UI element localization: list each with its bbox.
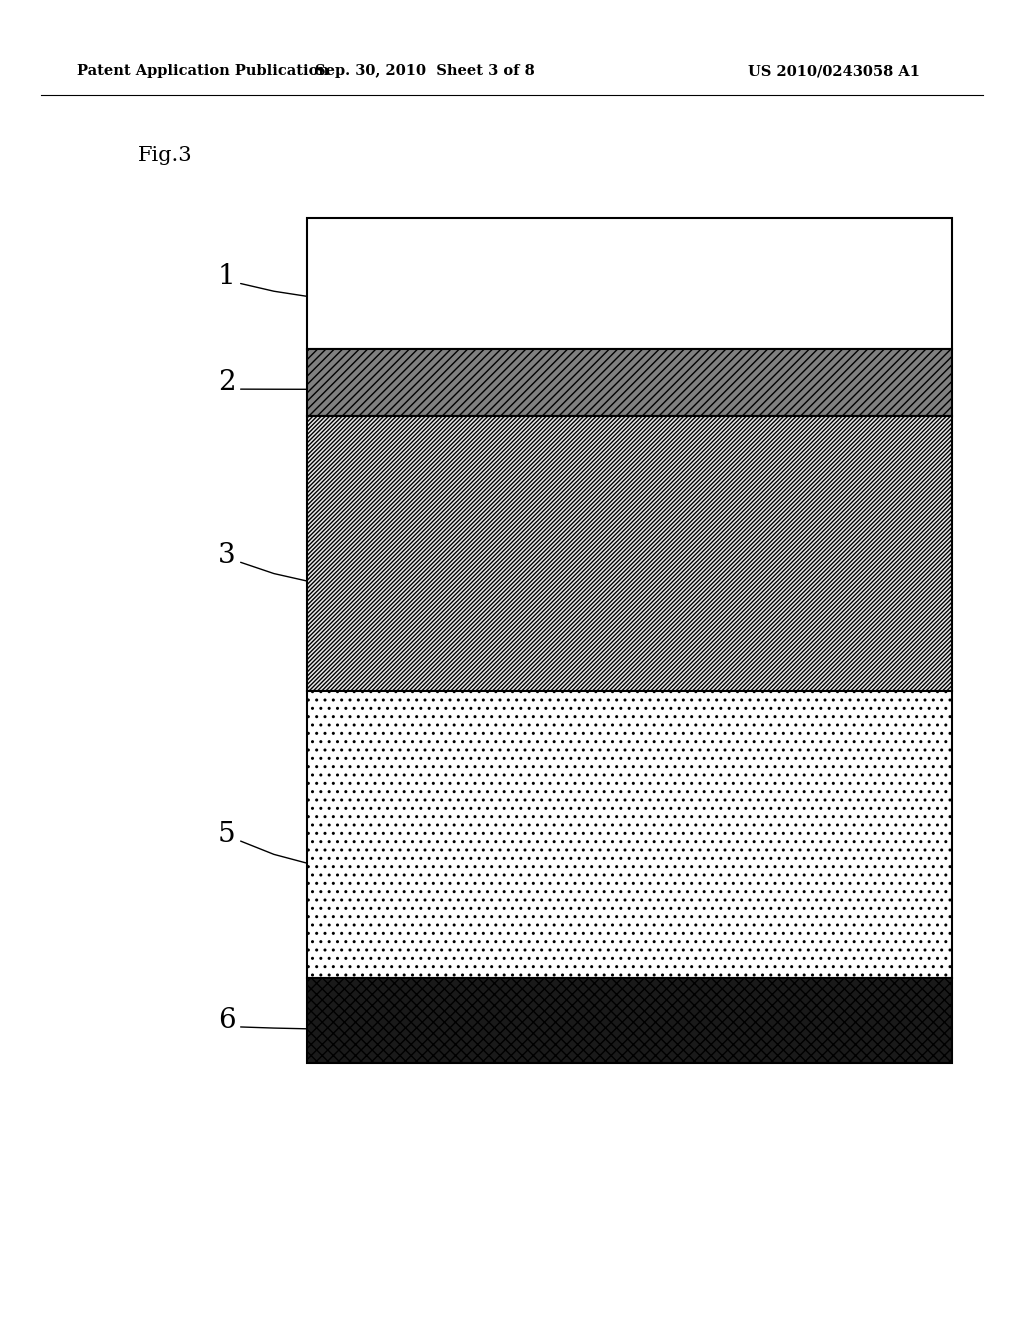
Bar	[307, 978, 952, 1063]
Text: 5: 5	[218, 821, 236, 847]
Text: Patent Application Publication: Patent Application Publication	[77, 65, 329, 78]
Text: Fig.3: Fig.3	[138, 147, 193, 165]
Text: Sep. 30, 2010  Sheet 3 of 8: Sep. 30, 2010 Sheet 3 of 8	[315, 65, 535, 78]
Bar	[307, 690, 952, 978]
Bar	[307, 348, 952, 416]
Text: 1: 1	[218, 264, 236, 290]
Text: 2: 2	[218, 370, 236, 396]
Text: 6: 6	[218, 1007, 236, 1034]
Bar	[307, 416, 952, 690]
Text: 3: 3	[218, 543, 236, 569]
Bar	[307, 218, 952, 348]
Text: US 2010/0243058 A1: US 2010/0243058 A1	[748, 65, 920, 78]
